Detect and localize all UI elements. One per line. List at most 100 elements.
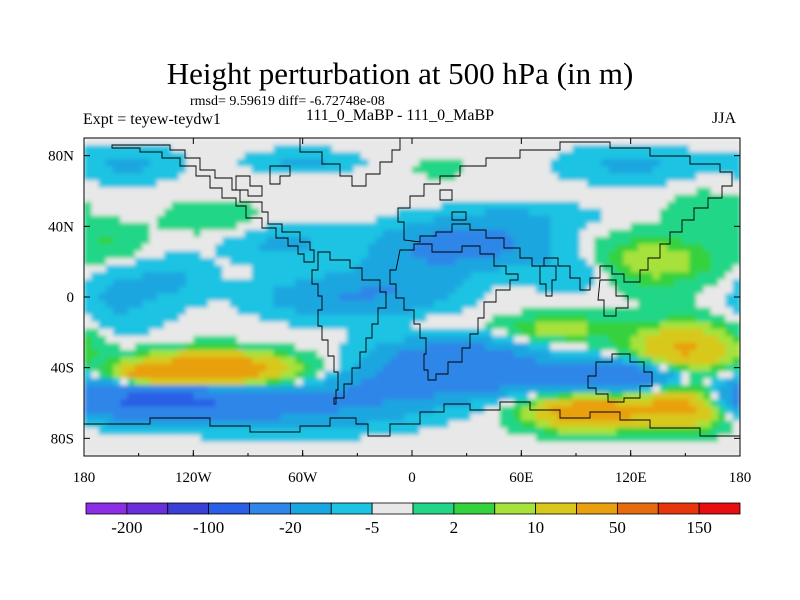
field-cell (630, 187, 639, 196)
field-cell (266, 335, 275, 344)
field-cell (288, 293, 296, 302)
field-cell (353, 434, 362, 443)
field-cell (492, 236, 501, 245)
field-cell (412, 441, 420, 450)
field-cell (557, 152, 566, 160)
field-cell (98, 427, 107, 436)
field-cell (550, 321, 559, 330)
field-cell (105, 413, 114, 422)
field-cell (528, 180, 537, 189)
field-cell (659, 145, 668, 153)
field-cell (455, 236, 464, 245)
field-cell (317, 385, 326, 393)
field-cell (667, 215, 675, 224)
field-cell (244, 286, 253, 295)
field-cell (368, 286, 377, 295)
field-cell (499, 300, 508, 309)
field-cell (309, 321, 318, 330)
field-cell (412, 215, 420, 224)
field-cell (171, 166, 180, 174)
field-cell (484, 215, 493, 224)
field-cell (244, 392, 253, 401)
field-cell (288, 258, 296, 266)
field-cell (426, 244, 435, 252)
field-cell (441, 441, 450, 450)
field-cell (273, 342, 282, 351)
field-cell (280, 371, 289, 379)
field-cell (565, 300, 573, 309)
field-cell (390, 406, 399, 415)
field-cell (419, 328, 428, 337)
field-cell (295, 251, 304, 259)
field-cell (317, 350, 326, 358)
field-cell (463, 321, 471, 330)
field-cell (572, 314, 581, 323)
field-cell (149, 215, 158, 224)
field-cell (237, 293, 245, 302)
field-cell (718, 413, 727, 422)
field-cell (222, 180, 231, 189)
field-cell (346, 229, 355, 238)
field-cell (710, 448, 719, 456)
colorbar-box (85, 502, 128, 515)
field-cell (718, 208, 727, 217)
field-cell (652, 208, 661, 217)
field-cell (630, 180, 639, 189)
field-cell (477, 173, 486, 181)
field-cell (637, 152, 646, 160)
field-cell (360, 265, 369, 273)
field-cell (193, 321, 202, 330)
field-cell (207, 208, 216, 217)
field-cell (186, 208, 194, 217)
field-cell (164, 371, 173, 379)
field-cell (470, 208, 479, 217)
field-cell (667, 385, 675, 393)
field-cell (514, 307, 522, 316)
field-cell (543, 364, 552, 372)
field-cell (266, 441, 275, 450)
field-cell (397, 187, 406, 196)
field-cell (521, 321, 530, 330)
field-cell (667, 187, 675, 196)
field-cell (470, 307, 479, 316)
field-cell (565, 215, 573, 224)
field-cell (441, 385, 450, 393)
field-cell (448, 357, 457, 365)
field-cell (499, 427, 508, 436)
field-cell (207, 236, 216, 245)
field-cell (295, 342, 304, 351)
field-cell (273, 187, 282, 196)
field-cell (565, 293, 573, 302)
field-cell (339, 385, 347, 393)
field-cell (557, 173, 566, 181)
field-cell (506, 201, 515, 210)
field-cell (448, 392, 457, 401)
field-cell (164, 159, 173, 167)
field-cell (397, 364, 406, 372)
field-cell (397, 441, 406, 450)
field-cell (718, 420, 727, 429)
field-cell (302, 441, 311, 450)
field-cell (193, 448, 202, 456)
field-cell (565, 265, 573, 273)
field-cell (557, 293, 566, 302)
chart-title: Height perturbation at 500 hPa (in m) (166, 56, 634, 91)
field-cell (659, 194, 668, 203)
field-cell (84, 350, 92, 358)
field-cell (696, 321, 705, 330)
field-cell (499, 208, 508, 217)
field-cell (645, 307, 654, 316)
field-cell (382, 215, 391, 224)
field-cell (652, 357, 661, 365)
field-cell (295, 159, 304, 167)
colorbar-box (371, 502, 414, 515)
field-cell (113, 357, 122, 365)
field-cell (608, 335, 617, 344)
field-cell (207, 180, 216, 189)
field-cell (207, 300, 216, 309)
field-cell (572, 286, 581, 295)
field-cell (390, 448, 399, 456)
field-cell (178, 378, 187, 386)
field-cell (404, 208, 413, 217)
field-cell (426, 215, 435, 224)
